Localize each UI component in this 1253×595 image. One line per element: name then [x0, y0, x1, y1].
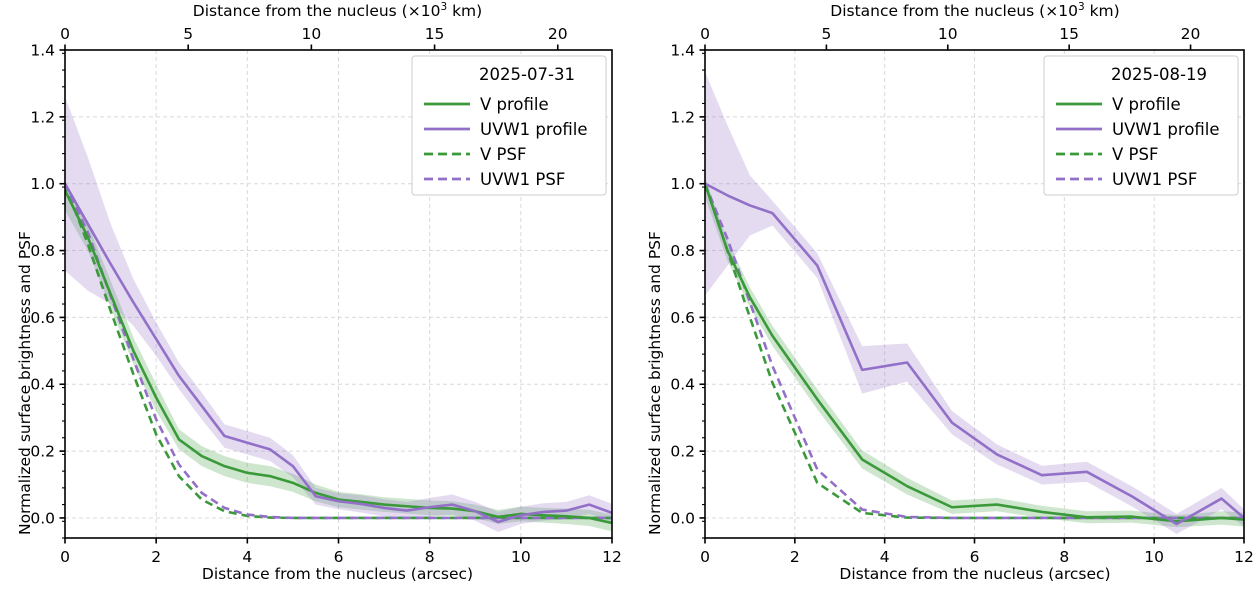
x-tick-label: 0	[60, 548, 70, 566]
y-tick-label: 0.8	[670, 242, 695, 260]
y-tick-label: 0.2	[670, 443, 695, 461]
series-line-psf	[705, 183, 1244, 520]
legend-box	[1043, 55, 1239, 196]
plot-area-left: 0 2 4 6 8 10 12 0 5 10 15 20 0.0 0.2 0.4 0.6 0.8 1.0 1.2 1.…	[30, 25, 622, 566]
x-tick-label-top: 5	[821, 25, 831, 43]
y-tick-label: 1.0	[30, 175, 55, 193]
x-tick-label: 4	[242, 548, 252, 566]
y-tick-label: 0.6	[30, 309, 55, 327]
y-tick-label: 0.4	[30, 376, 55, 394]
series-line-psf	[65, 183, 612, 520]
plot-area-right: 0 2 4 6 8 10 12 0 5 10 15 20 0.0 0.2 0.4 0.6 0.8 1.0 1.2 1.…	[670, 25, 1253, 566]
legend-box	[411, 55, 607, 196]
x-tick-label: 10	[511, 548, 531, 566]
y-tick-label: 1.0	[670, 175, 695, 193]
x-tick-label: 0	[700, 548, 710, 566]
x-tick-label: 12	[602, 548, 622, 566]
legend-title: 2025-07-31	[479, 65, 575, 84]
series-line-profile	[65, 182, 612, 524]
legend-label: UVW1 profile	[1112, 120, 1220, 139]
y-tick-label: 0.4	[670, 376, 695, 394]
y-tick-label: 0.8	[30, 242, 55, 260]
axes: 0 2 4 6 8 10 12 0 5 10 15 20 0.0 0.2 0.4 0.6 0.8 1.0 1.2 1.…	[30, 25, 622, 566]
y-tick-label: 0.0	[670, 509, 695, 527]
data-series-group	[65, 96, 612, 532]
x-tick-label: 8	[425, 548, 435, 566]
legend-title: 2025-08-19	[1111, 65, 1207, 84]
legend: 2025-07-31 V profile UVW1 profile V PSF UVW1…	[411, 55, 607, 196]
y-tick-label: 1.4	[30, 42, 55, 60]
series-line-profile	[705, 182, 1244, 523]
legend-label: V profile	[1112, 95, 1181, 114]
x-tick-label: 6	[334, 548, 344, 566]
y-tick-label: 0.0	[30, 509, 55, 527]
series-line-profile	[65, 189, 612, 525]
x-tick-label-top: 10	[938, 25, 958, 43]
data-series-group	[705, 71, 1244, 534]
x-tick-label: 12	[1234, 548, 1253, 566]
x-tick-label: 2	[790, 548, 800, 566]
x-tick-label-top: 15	[425, 25, 445, 43]
x-axis-title-top-right: Distance from the nucleus (×103 km)	[830, 0, 1120, 20]
x-tick-label: 10	[1144, 548, 1164, 566]
chart-panel-left: Normalized surface brightness and PSF Di…	[16, 0, 622, 583]
y-tick-label: 0.6	[670, 309, 695, 327]
legend-label: V PSF	[1112, 145, 1158, 164]
legend-label: UVW1 PSF	[1112, 170, 1197, 189]
x-tick-label-top: 0	[700, 25, 710, 43]
x-tick-label-top: 20	[548, 25, 568, 43]
x-tick-label: 8	[1059, 548, 1069, 566]
y-tick-label: 1.2	[670, 108, 695, 126]
legend-label: V PSF	[480, 145, 526, 164]
x-tick-label-top: 5	[183, 25, 193, 43]
x-tick-label: 2	[151, 548, 161, 566]
x-tick-label: 4	[880, 548, 890, 566]
y-tick-label: 1.4	[670, 42, 695, 60]
axes: 0 2 4 6 8 10 12 0 5 10 15 20 0.0 0.2 0.4 0.6 0.8 1.0 1.2 1.…	[670, 25, 1253, 566]
x-tick-label: 6	[970, 548, 980, 566]
x-axis-title-bottom-right: Distance from the nucleus (arcsec)	[839, 565, 1111, 583]
x-tick-label-top: 15	[1059, 25, 1079, 43]
legend-label: UVW1 PSF	[480, 170, 565, 189]
y-tick-label: 0.2	[30, 443, 55, 461]
x-tick-label-top: 10	[302, 25, 322, 43]
uncertainty-band	[705, 71, 1244, 534]
legend: 2025-08-19 V profile UVW1 profile V PSF UVW1…	[1043, 55, 1239, 196]
x-axis-title-top-left: Distance from the nucleus (×103 km)	[192, 0, 483, 20]
series-line-profile	[705, 182, 1244, 526]
legend-label: UVW1 profile	[480, 120, 588, 139]
y-tick-label: 1.2	[30, 108, 55, 126]
x-tick-label-top: 0	[60, 25, 70, 43]
x-tick-label-top: 20	[1181, 25, 1201, 43]
chart-panel-right: Normalized surface brightness and PSF Di…	[630, 0, 1253, 595]
x-axis-title-bottom-left: Distance from the nucleus (arcsec)	[201, 565, 474, 583]
legend-label: V profile	[480, 95, 549, 114]
